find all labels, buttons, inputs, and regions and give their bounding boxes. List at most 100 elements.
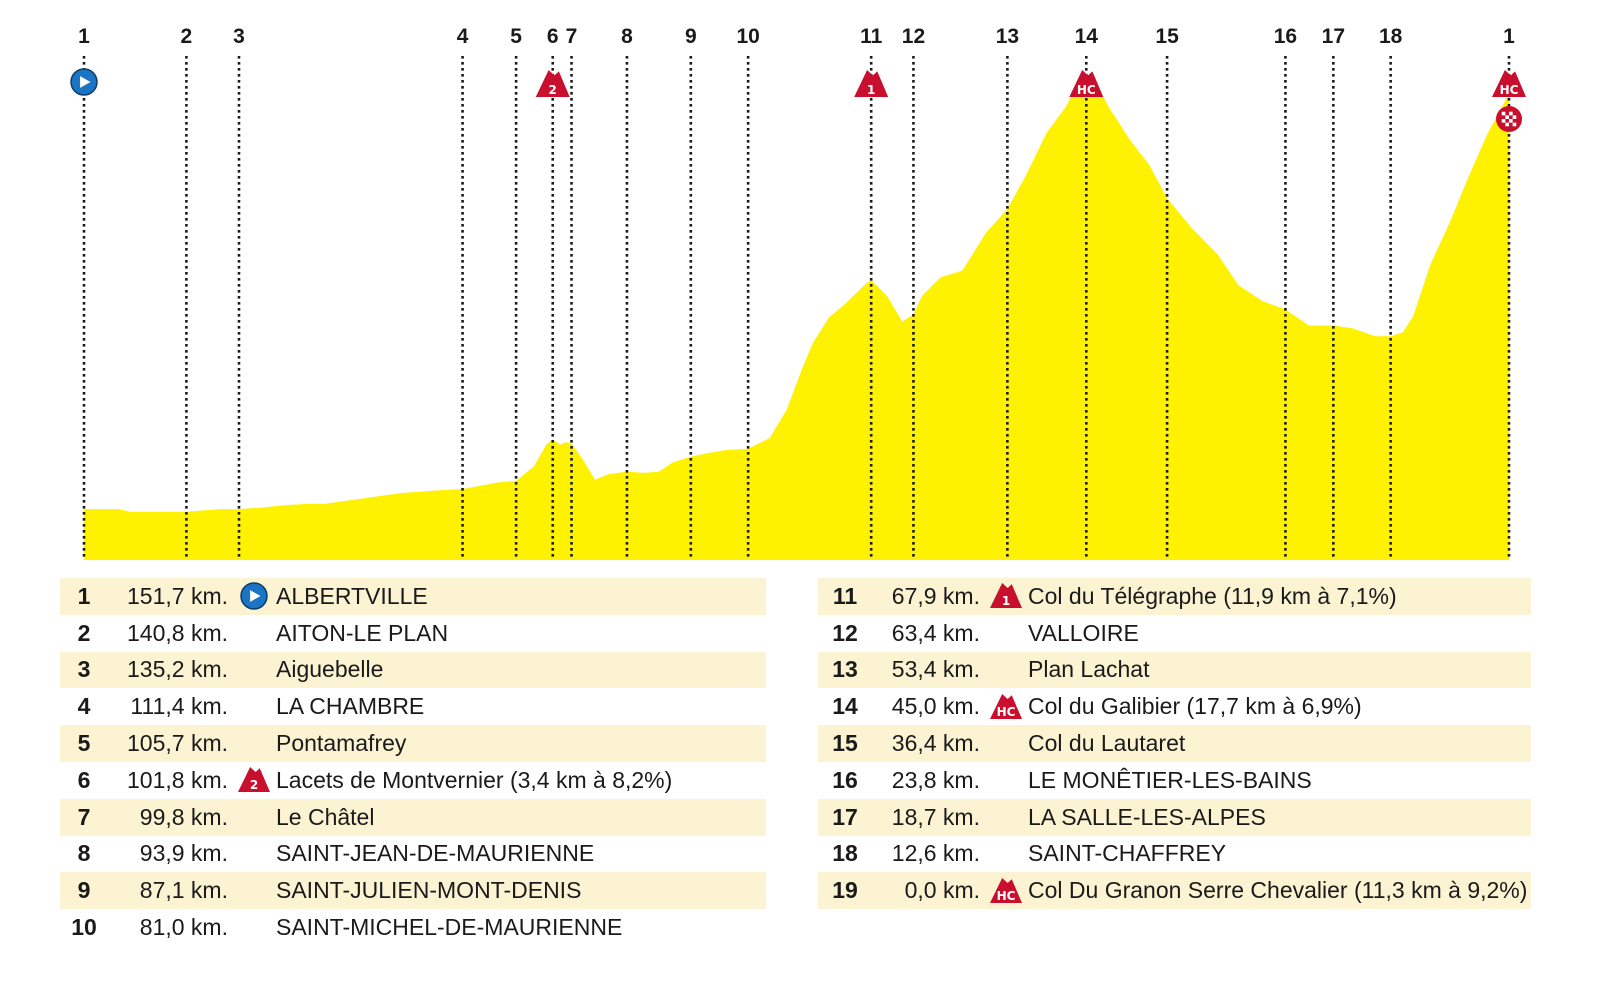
checkpoint-label-2: 2	[181, 25, 193, 48]
checkpoint-row-8: 8 93,9 km. SAINT-JEAN-DE-MAURIENNE	[60, 836, 766, 873]
stage-profile-chart: 1 2 3 4 5 6 7 8 9 10 11 12 13 14 15 16 17 18 12 1 HC HC	[70, 25, 1526, 560]
checkpoint-number: 12	[832, 619, 858, 646]
checkpoint-place: SAINT-MICHEL-DE-MAURIENNE	[276, 914, 623, 941]
checkpoint-place: Pontamafrey	[276, 730, 407, 757]
checkpoint-row-13: 13 53,4 km. Plan Lachat	[818, 651, 1531, 689]
checkpoint-label-10: 10	[736, 25, 759, 48]
hc-climb-icon-14: HC	[1069, 70, 1104, 97]
checkpoint-row-4: 4 111,4 km. LA CHAMBRE	[60, 688, 766, 725]
checkpoint-distance: 67,9 km.	[891, 582, 980, 609]
finish-icon	[1496, 106, 1522, 132]
hc-climb-icon: HC	[990, 693, 1022, 719]
checkpoint-distance: 101,8 km.	[127, 766, 228, 793]
hc-climb-icon-19: HC	[1492, 70, 1526, 97]
checkpoint-label-11: 11	[860, 25, 883, 48]
checkpoint-number: 13	[832, 656, 858, 683]
checkpoint-number: 16	[832, 766, 858, 793]
checkpoint-icon-cell	[984, 615, 1028, 652]
checkpoint-number: 6	[77, 766, 91, 793]
checkpoint-icon-cell	[232, 799, 276, 836]
checkpoint-place: LE MONÊTIER-LES-BAINS	[1028, 766, 1312, 793]
checkpoint-icon-cell	[232, 578, 276, 615]
checkpoint-place: AITON-LE PLAN	[276, 619, 449, 646]
start-icon	[240, 582, 268, 611]
checkpoint-icon-cell	[984, 725, 1028, 762]
checkpoint-row-9: 9 87,1 km. SAINT-JULIEN-MONT-DENIS	[60, 872, 766, 910]
checkpoint-icon-cell	[232, 836, 276, 873]
checkpoint-place: ALBERTVILLE	[276, 582, 428, 609]
svg-text:HC: HC	[997, 889, 1016, 903]
checkpoint-row-6: 6 101,8 km. 2 Lacets de Montvernier (3,4 km…	[60, 762, 766, 799]
checkpoint-number: 17	[832, 803, 858, 830]
checkpoint-label-6: 6	[547, 25, 559, 48]
svg-text:HC: HC	[1500, 83, 1519, 97]
checkpoint-row-17: 17 18,7 km. LA SALLE-LES-ALPES	[818, 798, 1531, 836]
checkpoint-number: 15	[832, 730, 858, 757]
checkpoint-distance: 87,1 km.	[139, 877, 228, 904]
cat-2-climb-icon: 2	[238, 767, 270, 793]
checkpoint-distance: 36,4 km.	[891, 730, 980, 757]
svg-text:1: 1	[1002, 594, 1010, 608]
checkpoint-row-3: 3 135,2 km. Aiguebelle	[60, 651, 766, 689]
checkpoint-icon-cell	[232, 688, 276, 725]
checkpoint-label-3: 3	[233, 25, 245, 48]
checkpoint-distance: 45,0 km.	[891, 693, 980, 720]
checkpoint-place: SAINT-CHAFFREY	[1028, 840, 1227, 867]
checkpoint-icon-cell: HC	[984, 872, 1028, 909]
checkpoint-row-14: 14 45,0 km. HC Col du Galibier (17,7 km à 6…	[818, 688, 1531, 725]
checkpoint-distance: 53,4 km.	[891, 656, 980, 683]
checkpoint-number: 4	[77, 693, 91, 720]
checkpoint-icon-cell: 2	[232, 762, 276, 799]
checkpoint-row-15: 15 36,4 km. Col du Lautaret	[818, 725, 1531, 762]
checkpoint-label-8: 8	[621, 25, 633, 48]
checkpoint-label-18: 18	[1379, 25, 1403, 48]
checkpoint-place: LA SALLE-LES-ALPES	[1028, 803, 1266, 830]
checkpoint-label-1: 1	[78, 25, 90, 48]
checkpoint-label-14: 14	[1075, 25, 1099, 48]
checkpoint-number: 3	[77, 656, 91, 683]
checkpoint-row-1: 1 151,7 km. ALBERTVILLE	[60, 578, 766, 615]
checkpoint-label-13: 13	[996, 25, 1019, 48]
checkpoint-number: 11	[832, 582, 858, 609]
checkpoint-place: VALLOIRE	[1028, 619, 1139, 646]
checkpoint-number: 9	[77, 877, 91, 904]
checkpoint-row-19: 19 0,0 km. HC Col Du Granon Serre Chevalier…	[818, 872, 1531, 910]
checkpoint-label-5: 5	[510, 25, 522, 48]
checkpoint-row-2: 2 140,8 km. AITON-LE PLAN	[60, 615, 766, 652]
checkpoint-place: Col du Galibier (17,7 km à 6,9%)	[1028, 693, 1362, 720]
cat-2-climb-icon-6: 2	[535, 70, 570, 97]
checkpoint-distance: 135,2 km.	[127, 656, 228, 683]
checkpoint-number: 14	[832, 693, 858, 720]
checkpoint-distance: 23,8 km.	[891, 766, 980, 793]
svg-text:2: 2	[549, 83, 557, 97]
checkpoint-label-7: 7	[566, 25, 578, 48]
checkpoint-icon-cell	[984, 652, 1028, 689]
checkpoint-number: 10	[71, 914, 97, 941]
checkpoint-table-right: 11 67,9 km. 1 Col du Télégraphe (11,9 km à …	[818, 578, 1531, 910]
checkpoint-number: 5	[77, 730, 91, 757]
checkpoint-icon-cell	[984, 836, 1028, 873]
checkpoint-label-15: 15	[1155, 25, 1179, 48]
checkpoint-distance: 140,8 km.	[127, 619, 228, 646]
checkpoint-table-left: 1 151,7 km. ALBERTVILLE 2 140,8 km. AITON-LE …	[60, 578, 766, 946]
checkpoint-distance: 99,8 km.	[139, 803, 228, 830]
checkpoint-place: Aiguebelle	[276, 656, 384, 683]
checkpoint-label-17: 17	[1322, 25, 1345, 48]
cat-1-climb-icon: 1	[990, 583, 1022, 609]
checkpoint-row-5: 5 105,7 km. Pontamafrey	[60, 725, 766, 762]
checkpoint-row-11: 11 67,9 km. 1 Col du Télégraphe (11,9 km à …	[818, 578, 1531, 615]
checkpoint-icon-cell	[232, 725, 276, 762]
checkpoint-distance: 111,4 km.	[130, 693, 228, 720]
checkpoint-place: Col du Télégraphe (11,9 km à 7,1%)	[1028, 582, 1397, 609]
checkpoint-icon-cell	[984, 799, 1028, 836]
svg-text:HC: HC	[997, 705, 1016, 719]
svg-text:1: 1	[867, 83, 875, 97]
checkpoint-row-18: 18 12,6 km. SAINT-CHAFFREY	[818, 836, 1531, 873]
checkpoint-place: Plan Lachat	[1028, 656, 1150, 683]
checkpoint-distance: 105,7 km.	[127, 730, 228, 757]
checkpoint-number: 7	[77, 803, 91, 830]
checkpoint-label-19: 1	[1503, 25, 1515, 48]
checkpoint-place: SAINT-JEAN-DE-MAURIENNE	[276, 840, 595, 867]
checkpoint-icon-cell	[232, 909, 276, 946]
checkpoint-row-12: 12 63,4 km. VALLOIRE	[818, 615, 1531, 652]
